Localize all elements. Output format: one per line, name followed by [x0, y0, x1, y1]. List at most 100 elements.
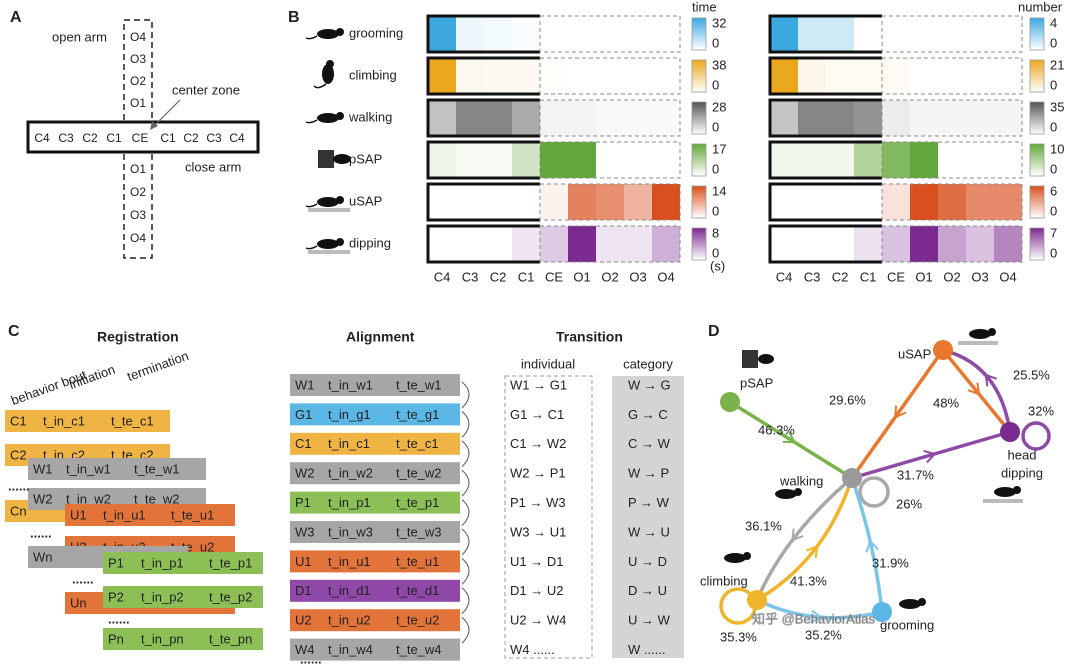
transition-category: W ...... — [628, 642, 666, 657]
edge-arrow — [865, 539, 879, 553]
column-label: O4 — [999, 269, 1016, 284]
bout-termination: t_te_w1 — [396, 377, 442, 392]
heatmap-cell — [882, 16, 910, 52]
bout-id: C2 — [10, 447, 27, 462]
heatmap-cell — [568, 142, 596, 178]
edge-label: 32% — [1028, 403, 1054, 418]
heatmap-cell — [770, 184, 798, 220]
open-arm-frame — [881, 57, 1023, 95]
icon-body — [317, 197, 339, 207]
colorbar — [1029, 101, 1045, 135]
bout-id: W2 — [33, 491, 53, 506]
colorbar-min: 0 — [712, 203, 719, 218]
colorbar — [1029, 185, 1045, 219]
bout-bar — [290, 638, 460, 661]
column-label: O3 — [629, 269, 646, 284]
closed-arm-frame — [768, 56, 882, 96]
bout-id: P1 — [295, 495, 311, 510]
heatmap-cell — [938, 226, 966, 262]
edge — [941, 348, 1012, 434]
heatmap-cell — [938, 58, 966, 94]
heatmap-cell — [826, 58, 854, 94]
gap-mark: ...... — [30, 525, 52, 540]
bout-bar — [28, 458, 206, 480]
heatmap-cell — [428, 142, 456, 178]
transition-individual: W2 → P1 — [510, 466, 566, 481]
heatmap-cell — [624, 58, 652, 94]
icon-head — [988, 328, 996, 336]
zone-label: O4 — [130, 30, 146, 44]
heatmap-cell — [910, 100, 938, 136]
heatmap-cell — [770, 58, 798, 94]
heatmap-cell — [994, 226, 1022, 262]
heatmap-cell — [798, 58, 826, 94]
transition-individual: U2 → W4 — [510, 613, 566, 628]
closed-arm-frame — [426, 140, 540, 180]
colorbar — [691, 185, 707, 219]
colorbar-min: 0 — [1050, 35, 1057, 50]
bout-initiation: t_in_u1 — [328, 554, 371, 569]
zone-label: O2 — [130, 185, 146, 199]
open-arm-frame — [881, 15, 1023, 53]
heatmap-cell — [428, 184, 456, 220]
node — [747, 590, 767, 610]
node-label: grooming — [880, 617, 934, 632]
edge-arrow — [782, 431, 797, 444]
colorbar — [691, 227, 707, 261]
behavior-name: pSAP — [349, 151, 382, 166]
node — [933, 340, 953, 360]
zone-label: O1 — [130, 162, 146, 176]
icon-head — [336, 196, 344, 204]
bout-initiation: t_in_u1 — [103, 507, 146, 522]
close-arm-label: close arm — [185, 159, 241, 174]
bout-id: W2 — [295, 466, 315, 481]
node-label: climbing — [700, 573, 748, 588]
bout-bar — [290, 432, 460, 455]
heatmap-cell — [910, 58, 938, 94]
bout-termination: t_te_w3 — [396, 524, 442, 539]
transition-individual: W4 ...... — [510, 642, 555, 657]
bout-initiation: t_in_d1 — [328, 583, 371, 598]
self-loop — [1021, 421, 1051, 451]
icon-box — [742, 350, 758, 368]
bout-id: W3 — [295, 524, 315, 539]
bout-termination: t_te_p1 — [396, 495, 439, 510]
icon-body — [333, 154, 351, 164]
colorbar — [691, 143, 707, 177]
bout-initiation: t_in_p1 — [328, 495, 371, 510]
bout-id: C1 — [10, 413, 27, 428]
icon-body — [322, 64, 334, 84]
transition-category: W → P — [628, 466, 669, 481]
bout-initiation: t_in_w3 — [328, 524, 373, 539]
bout-termination: t_te_w1 — [134, 461, 180, 476]
edge-label: 31.7% — [897, 467, 934, 482]
bout-bar — [290, 609, 460, 632]
bout-id: U1 — [295, 554, 312, 569]
icon-head — [918, 598, 926, 606]
icon-tail — [305, 119, 318, 124]
colorbar-max: 32 — [712, 15, 726, 30]
edge-arrow — [791, 528, 804, 542]
node-icon — [742, 350, 774, 368]
bout-bar — [290, 374, 460, 396]
colorbar-min: 0 — [1050, 161, 1057, 176]
closed-arm-frame — [426, 224, 540, 264]
heatmap-cell — [456, 16, 484, 52]
transition-individual: W3 → U1 — [510, 524, 566, 539]
arrow-head — [150, 121, 158, 130]
bout-termination: t_te_g1 — [396, 407, 439, 422]
closed-arm-frame — [768, 182, 882, 222]
heatmap-cell — [882, 100, 910, 136]
heatmap-cell — [854, 142, 882, 178]
column-label: O4 — [657, 269, 674, 284]
icon-base — [308, 208, 350, 212]
zone-label: C4 — [34, 131, 50, 145]
heatmap-cell — [938, 184, 966, 220]
bout-termination: t_te_c1 — [111, 413, 154, 428]
heatmap-cell — [652, 16, 680, 52]
open-arm-frame — [881, 183, 1023, 221]
watermark: 知乎 @BehaviorAtlas — [752, 611, 876, 626]
bout-termination: t_te_p1 — [209, 555, 252, 570]
heatmap-cell — [770, 142, 798, 178]
link-arrow — [461, 381, 470, 409]
